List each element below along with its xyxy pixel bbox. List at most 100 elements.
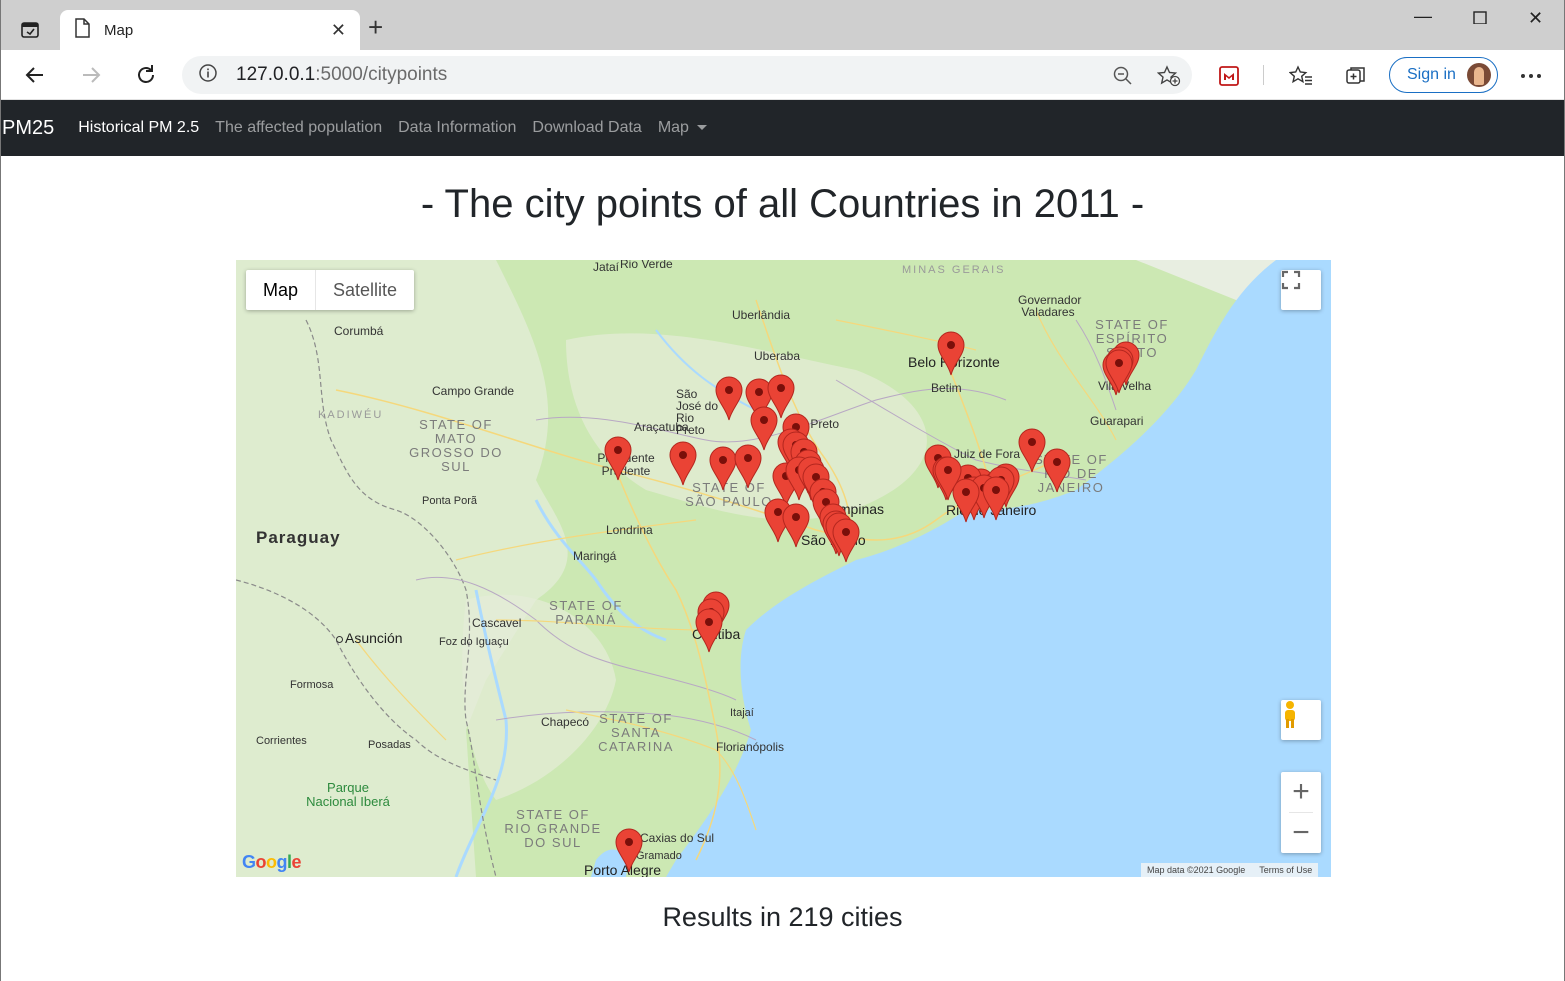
map-marker[interactable] bbox=[767, 374, 795, 419]
page-title: - The city points of all Countries in 20… bbox=[420, 182, 1145, 226]
map-label-porto-alegre: Porto Alegre bbox=[584, 862, 662, 877]
close-tab-icon[interactable]: ✕ bbox=[330, 19, 346, 40]
chevron-down-icon bbox=[696, 125, 707, 131]
map-marker[interactable] bbox=[782, 503, 810, 548]
toolbar-divider bbox=[1263, 65, 1264, 85]
map-marker[interactable] bbox=[1105, 349, 1133, 394]
map-label-caxias: Caxias do Sul bbox=[640, 831, 715, 845]
address-bar[interactable]: 127.0.0.1:5000/citypoints bbox=[182, 56, 1192, 94]
site-navbar: PM25 Historical PM 2.5 The affected popu… bbox=[0, 100, 1565, 156]
url-host: 127.0.0.1 bbox=[236, 64, 316, 85]
refresh-icon[interactable] bbox=[133, 62, 159, 88]
map-marker[interactable] bbox=[709, 446, 737, 491]
map-label-itajai: Itajaí bbox=[730, 707, 754, 719]
map-label-uberlandia: Uberlândia bbox=[732, 308, 791, 322]
more-options-icon[interactable] bbox=[1519, 64, 1543, 88]
map-marker[interactable] bbox=[615, 828, 643, 873]
map-label-mato-grosso: STATE OF MATO GROSSO DO SUL bbox=[409, 417, 503, 474]
map-attribution: Map data ©2021 Google Terms of Use bbox=[1141, 863, 1319, 877]
map-label-juiz-de-fora: Juiz de Fora bbox=[954, 447, 1021, 461]
map-label-posadas: Posadas bbox=[368, 739, 411, 751]
map-marker[interactable] bbox=[669, 441, 697, 486]
zoom-out-icon[interactable] bbox=[1112, 65, 1134, 92]
map-label-aracatuba: Araçatuba bbox=[634, 420, 689, 434]
sign-in-label: Sign in bbox=[1407, 66, 1456, 83]
map-label-rio-verde: Rio Verde bbox=[620, 260, 673, 271]
zoom-control: + − bbox=[1281, 772, 1321, 853]
map-marker[interactable] bbox=[982, 476, 1010, 521]
map-label-asuncion: Asunción bbox=[336, 630, 403, 646]
map-label-ponta-pora: Ponta Porã bbox=[422, 495, 478, 507]
nav-map-label: Map bbox=[657, 119, 689, 136]
forward-icon[interactable] bbox=[78, 62, 104, 88]
map-type-control: Map Satellite bbox=[246, 270, 415, 310]
marker-layer bbox=[604, 331, 1140, 873]
maximize-icon[interactable] bbox=[1472, 8, 1488, 29]
map-label-paraguay: Paraguay bbox=[256, 528, 341, 547]
fullscreen-icon[interactable] bbox=[1281, 270, 1321, 310]
collections-icon[interactable] bbox=[1344, 64, 1368, 88]
zoom-divider bbox=[1289, 812, 1313, 813]
map-marker[interactable] bbox=[764, 498, 792, 543]
nav-map-dropdown[interactable]: Map bbox=[658, 119, 707, 137]
map-marker[interactable] bbox=[750, 406, 778, 451]
tab-actions-icon[interactable] bbox=[14, 16, 46, 44]
brand-logo-text[interactable]: PM25 bbox=[2, 116, 55, 139]
close-window-icon[interactable]: ✕ bbox=[1528, 8, 1544, 28]
browser-tab[interactable]: Map ✕ bbox=[60, 10, 360, 50]
map-marker[interactable] bbox=[715, 376, 743, 421]
map-label-gramado: Gramado bbox=[636, 850, 682, 862]
nav-affected-population[interactable]: The affected population bbox=[215, 119, 383, 136]
map-label-maringa: Maringá bbox=[573, 549, 617, 563]
zoom-out-button[interactable]: − bbox=[1292, 816, 1310, 849]
map-label-parque: Parque Nacional Iberá bbox=[306, 780, 390, 809]
map-label-florianopolis: Florianópolis bbox=[716, 740, 785, 754]
map-base-svg bbox=[236, 260, 1331, 877]
map-label-chapeco: Chapecó bbox=[541, 715, 590, 729]
add-favorite-icon[interactable] bbox=[1156, 65, 1181, 92]
avatar bbox=[1467, 63, 1491, 87]
back-icon[interactable] bbox=[22, 62, 48, 88]
map-marker[interactable] bbox=[604, 436, 632, 481]
site-info-icon[interactable] bbox=[198, 63, 218, 88]
map-label-kadiweu: KADIWÉU bbox=[318, 409, 384, 421]
map-label-uberaba: Uberaba bbox=[754, 349, 801, 363]
new-tab-icon[interactable]: + bbox=[368, 12, 384, 42]
map-marker[interactable] bbox=[695, 608, 723, 653]
map-marker[interactable] bbox=[734, 444, 762, 489]
nav-historical-pm25[interactable]: Historical PM 2.5 bbox=[78, 119, 200, 136]
map-marker[interactable] bbox=[832, 518, 860, 563]
map-type-map-button[interactable]: Map bbox=[263, 279, 299, 300]
map-marker[interactable] bbox=[745, 378, 773, 423]
map-marker[interactable] bbox=[1043, 448, 1071, 493]
map-label-campo-grande: Campo Grande bbox=[432, 384, 515, 398]
map-label-corrientes: Corrientes bbox=[256, 735, 307, 747]
map-label-sao-jose: São José do Rio Preto bbox=[676, 387, 719, 437]
map-label-minas-gerais: MINAS GERAIS bbox=[902, 264, 1006, 276]
map-label-corumba: Corumbá bbox=[334, 324, 384, 338]
street-view-pegman-icon[interactable] bbox=[1281, 700, 1321, 740]
map-marker[interactable] bbox=[952, 478, 980, 523]
map-type-satellite-button[interactable]: Satellite bbox=[315, 270, 414, 310]
nav-download-data[interactable]: Download Data bbox=[532, 119, 642, 136]
terms-of-use-link[interactable]: Terms of Use bbox=[1259, 865, 1313, 875]
map-marker[interactable] bbox=[937, 331, 965, 376]
map-label-foz: Foz do Iguaçu bbox=[439, 636, 509, 648]
mcafee-extension-icon[interactable] bbox=[1217, 64, 1241, 88]
tab-title: Map bbox=[104, 21, 134, 39]
map-label-jatai: Jataí bbox=[593, 260, 620, 274]
google-map[interactable]: Jataí Rio Verde MINAS GERAIS Governador … bbox=[236, 260, 1331, 877]
map-label-rio-grande: STATE OF RIO GRANDE DO SUL bbox=[504, 807, 602, 850]
map-label-betim: Betim bbox=[931, 381, 962, 395]
favorites-icon[interactable] bbox=[1289, 64, 1313, 88]
map-label-governador-valadares: Governador Valadares bbox=[1018, 293, 1082, 319]
map-marker[interactable] bbox=[1018, 428, 1046, 473]
browser-toolbar: 127.0.0.1:5000/citypoints Sign in bbox=[0, 50, 1565, 100]
zoom-in-button[interactable]: + bbox=[1292, 775, 1310, 808]
minimize-icon[interactable]: — bbox=[1414, 6, 1432, 26]
sign-in-button[interactable]: Sign in bbox=[1389, 57, 1498, 93]
map-marker[interactable] bbox=[934, 456, 962, 501]
page-icon bbox=[74, 17, 90, 43]
map-data-credit: Map data ©2021 Google bbox=[1147, 865, 1246, 875]
nav-data-information[interactable]: Data Information bbox=[398, 119, 517, 136]
